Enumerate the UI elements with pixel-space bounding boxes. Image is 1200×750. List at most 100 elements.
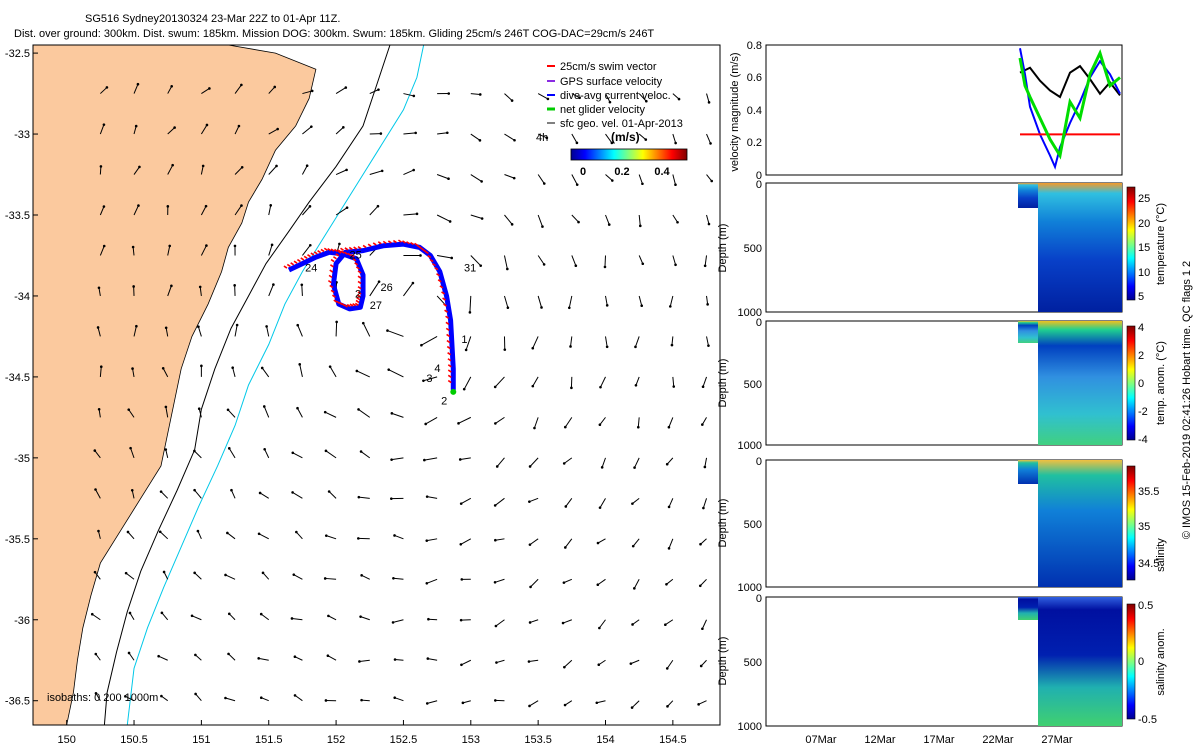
current-arrow <box>638 93 647 102</box>
current-arrow <box>565 498 573 507</box>
current-arrow <box>165 406 169 418</box>
temp-anom-cbar-tick-m2: -2 <box>1138 406 1148 418</box>
salinity-anom-colorbar <box>1126 603 1136 720</box>
current-arrow-head <box>227 612 231 616</box>
current-arrow <box>100 87 108 94</box>
current-arrow-head <box>126 530 130 534</box>
current-arrow-head <box>164 326 168 330</box>
swim-vector <box>350 254 355 258</box>
land-coastline <box>32 44 317 726</box>
temperature-panel: Depth (m) 0 500 1000 25 20 15 10 5 tempe… <box>717 179 1167 319</box>
salinity-anom-ylabel: Depth (m) <box>717 637 729 686</box>
swim-vector <box>348 246 353 251</box>
current-arrow-head <box>608 100 612 104</box>
date-xtick-12Mar: 12Mar <box>864 734 896 746</box>
swim-vector <box>286 263 291 268</box>
swim-vector <box>352 258 357 262</box>
current-arrow <box>327 655 337 661</box>
current-arrow <box>167 164 174 175</box>
current-arrow <box>199 286 202 297</box>
current-arrow-head <box>506 267 509 271</box>
swim-vector <box>327 247 332 252</box>
swim-vector <box>346 303 351 308</box>
current-arrow-head <box>93 449 97 452</box>
current-arrow-head <box>567 306 571 310</box>
swim-vector <box>357 280 362 285</box>
current-arrow-head <box>94 691 98 695</box>
current-arrow-head <box>674 263 677 267</box>
current-arrow <box>97 327 101 337</box>
current-arrow <box>437 254 452 259</box>
current-arrow-head <box>338 242 341 246</box>
legend-sfc: sfc geo. vel. 01-Apr-2013 <box>560 118 683 130</box>
temperature-section <box>1038 183 1122 312</box>
current-arrow <box>668 417 674 428</box>
current-arrow <box>369 170 383 176</box>
current-arrow-head <box>342 126 345 129</box>
current-arrow <box>571 255 577 266</box>
current-arrow <box>564 700 573 706</box>
current-arrow <box>302 206 311 216</box>
current-arrow-head <box>380 169 384 173</box>
current-arrow <box>361 574 370 580</box>
current-arrow <box>393 577 404 580</box>
current-arrow-head <box>598 423 602 427</box>
current-arrow-head <box>164 405 168 409</box>
map-legend: 25cm/s swim vector GPS surface velocity … <box>536 61 683 144</box>
current-arrow <box>200 205 207 216</box>
current-arrow-head <box>197 325 200 329</box>
current-arrow-head <box>640 304 644 307</box>
current-arrow-head <box>513 138 516 142</box>
current-arrow <box>426 578 438 584</box>
current-arrow-head <box>445 131 449 135</box>
map-xtick-label: 151 <box>192 734 210 746</box>
current-arrow <box>635 376 640 386</box>
current-arrow-head <box>164 448 168 451</box>
swim-vector <box>416 244 421 249</box>
current-arrow <box>632 497 640 505</box>
current-arrow <box>702 498 708 509</box>
current-arrow-head <box>270 243 274 247</box>
current-arrow <box>227 409 236 418</box>
map-xtick-label: 152 <box>327 734 345 746</box>
current-arrow <box>133 326 137 337</box>
current-arrow <box>634 457 640 468</box>
current-arrow-head <box>494 699 497 702</box>
current-arrow <box>672 214 678 223</box>
current-arrow-head <box>392 576 395 580</box>
current-arrow-head <box>610 141 614 145</box>
current-arrow <box>167 245 171 256</box>
current-arrow-head <box>386 329 389 332</box>
current-arrow-head <box>360 698 363 702</box>
current-arrow <box>292 491 303 499</box>
current-arrow <box>672 255 677 265</box>
swim-vector <box>447 379 452 384</box>
swim-vector <box>422 248 427 253</box>
current-arrow-head <box>631 544 635 548</box>
current-arrow-head <box>611 179 614 182</box>
map-colorbar: (m/s) 0 0.2 0.4 <box>570 130 688 178</box>
current-arrow <box>194 450 202 459</box>
current-arrow <box>470 133 481 141</box>
current-arrow-head <box>412 168 415 172</box>
current-arrow-head <box>710 179 714 183</box>
current-arrow <box>529 619 539 623</box>
current-arrow <box>195 654 202 661</box>
current-arrow <box>403 169 414 175</box>
velocity-ytick-0.2: 0.2 <box>747 137 762 149</box>
current-arrow <box>231 489 236 499</box>
current-arrow <box>295 531 303 540</box>
current-arrow <box>234 324 238 337</box>
velocity-panel: 0.8 0.6 0.4 0.2 0 velocity magnitude (m/… <box>729 40 1123 182</box>
swim-vector <box>427 254 432 259</box>
current-arrow <box>421 335 438 346</box>
current-arrow-head <box>201 164 205 168</box>
current-arrow-head <box>665 462 669 466</box>
current-arrow <box>133 205 139 216</box>
current-arrow-head <box>420 343 423 347</box>
current-arrow-head <box>425 582 429 585</box>
temp-anom-cbar-tick-0: 0 <box>1138 378 1144 390</box>
current-arrow-head <box>161 366 165 370</box>
current-arrow <box>529 497 539 503</box>
current-arrow-head <box>326 654 330 658</box>
